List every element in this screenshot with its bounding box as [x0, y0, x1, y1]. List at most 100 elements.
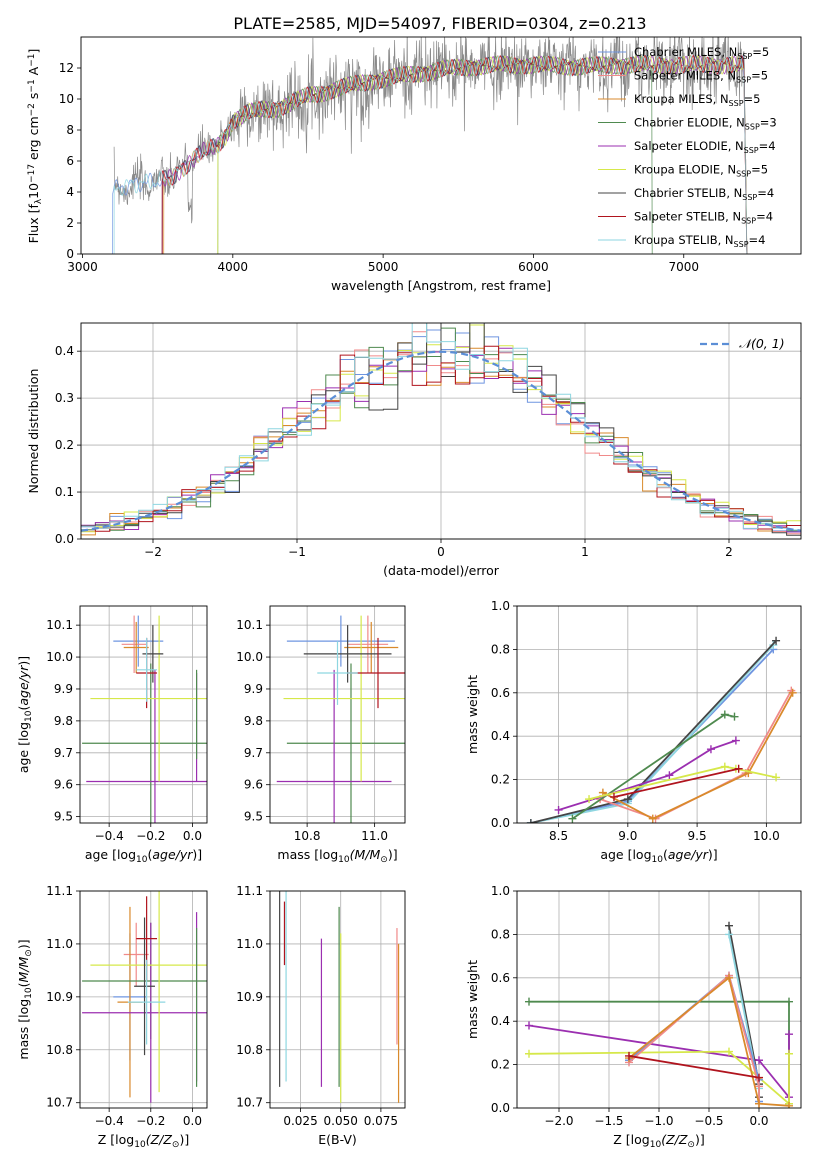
x-tick-label: 0.075: [364, 1114, 398, 1128]
y-tick-label: 12: [59, 61, 74, 75]
y-tick-label: 9.9: [54, 682, 73, 696]
x-tick-label: 0.0: [183, 1114, 202, 1128]
legend-entry: Salpeter MILES, NSSP=5: [634, 69, 768, 85]
y-axis-label-part: (: [16, 982, 31, 987]
axes-frame: [269, 605, 406, 824]
y-axis-label-part: )]: [16, 939, 31, 949]
x-tick-label: 2: [725, 545, 733, 559]
y-tick-label: 0.8: [491, 927, 510, 941]
x-axis-label: wavelength [Angstrom, rest frame]: [331, 278, 551, 293]
legend-text: Salpeter ELODIE, N: [634, 139, 744, 153]
y-axis-label-part: age [log: [16, 722, 31, 773]
legend-text: Chabrier STELIB, N: [634, 186, 742, 200]
x-tick-label: 10.0: [753, 829, 780, 843]
x-tick-label: 9.0: [618, 829, 637, 843]
y-tick-label: 10.8: [46, 1043, 73, 1057]
series-marker: [525, 1021, 533, 1030]
axes-frame: [79, 605, 208, 824]
legend-text: Salpeter STELIB, N: [634, 210, 741, 224]
y-tick-label: 9.8: [244, 714, 263, 728]
series-kroupa_stelib-line: [728, 934, 760, 1104]
series-marker: [720, 710, 729, 719]
x-tick-label: −0.2: [136, 829, 165, 843]
axes-massweight_vs_age: 8.5 9.0 9.5 10.0 0.0 0.2 0.4 0.6 0.8 1.0 age [log1…: [465, 599, 802, 865]
y-axis-label-part: erg cm: [26, 116, 41, 164]
x-axis-label-part: mass [log: [277, 847, 338, 862]
series-salpeter_miles-line: [628, 973, 760, 1104]
series-marker: [568, 814, 577, 823]
legend-text: Kroupa MILES, N: [634, 92, 729, 106]
y-tick-label: 10.0: [46, 650, 73, 664]
y-tick-label: 0.6: [491, 686, 510, 700]
series-chabrier_stelib-line: [530, 640, 777, 823]
legend-text: Kroupa ELODIE, N: [634, 163, 736, 177]
series-marker: [744, 769, 753, 778]
y-tick-label: 0.0: [491, 816, 510, 830]
x-axis-label-part: )]: [388, 847, 398, 862]
legend-eq: =5: [752, 45, 769, 59]
legend-sub: SSP: [734, 240, 749, 249]
axes-frame: [269, 890, 406, 1109]
legend-eq: =3: [760, 116, 777, 130]
x-tick-label: 4000: [218, 260, 249, 274]
x-axis-label-part: 10: [652, 855, 664, 865]
y-tick-label: 11.0: [236, 937, 263, 951]
model-kroupa_miles-line: [163, 54, 748, 254]
x-tick-label: 0.050: [324, 1114, 358, 1128]
x-axis-label-part: (: [663, 847, 668, 862]
x-axis-label-part: )]: [192, 847, 202, 862]
x-axis-label-part: (Z/Z: [661, 1132, 688, 1147]
x-axis-label-part: ⊙: [687, 1140, 695, 1150]
y-axis-label: age [log10(age/yr)]: [16, 656, 34, 773]
y-tick-label: 10.7: [46, 1096, 73, 1110]
y-tick-label: 0.6: [491, 971, 510, 985]
x-axis-label-part: 10: [650, 1140, 662, 1150]
legend-entry: Salpeter STELIB, NSSP=4: [634, 210, 773, 226]
y-tick-label: 10.1: [236, 618, 263, 632]
series-marker: [665, 771, 674, 780]
y-tick-label: 0.2: [55, 438, 74, 452]
x-tick-label: −2: [144, 545, 162, 559]
x-axis-label-part: (M/M: [350, 847, 381, 862]
x-axis-label-part: age [log: [600, 847, 651, 862]
series-marker: [755, 1082, 763, 1091]
legend-entry: Kroupa STELIB, NSSP=4: [634, 233, 765, 249]
x-axis-label-part: 10: [136, 855, 148, 865]
x-axis-label: age [log10(age/yr)]: [600, 847, 717, 865]
x-axis-label-part: Z [log: [613, 1132, 649, 1147]
x-axis-label: Z [log10(Z/Z⊙)]: [98, 1132, 189, 1150]
x-axis-label-part: (: [147, 847, 152, 862]
series-marker: [788, 688, 797, 697]
legend-eq: =5: [751, 163, 768, 177]
y-tick-label: 10.9: [46, 990, 73, 1004]
x-tick-label: 5000: [368, 260, 399, 274]
plot-area: [82, 891, 207, 1103]
series-marker: [585, 795, 594, 804]
x-axis-label-part: age/yr: [152, 847, 193, 862]
series-marker: [706, 745, 715, 754]
y-tick-label: 9.9: [244, 682, 263, 696]
y-axis-label-part: s: [26, 93, 41, 104]
y-axis-label-part: −1: [27, 54, 37, 67]
legend-entry: Chabrier STELIB, NSSP=4: [634, 186, 774, 202]
series-marker: [648, 814, 657, 823]
legend-sub: SSP: [737, 52, 752, 61]
series-marker: [554, 805, 563, 814]
x-axis-label: (data-model)/error: [383, 563, 500, 578]
plot-area: [82, 615, 207, 823]
series-marker: [720, 762, 729, 771]
x-tick-label: 0.025: [283, 1114, 317, 1128]
series-marker: [525, 997, 533, 1006]
y-tick-label: 1.0: [491, 599, 510, 613]
series-marker: [755, 1099, 763, 1108]
y-axis-label-part: −2: [27, 103, 37, 116]
series-marker: [785, 1101, 793, 1108]
series-kroupa_elodie-line: [588, 765, 777, 800]
hist-chabrier_stelib-step: [81, 323, 801, 536]
x-tick-label: −1.5: [594, 1114, 623, 1128]
y-tick-label: 9.6: [54, 778, 73, 792]
y-tick-label: 0.2: [491, 1058, 510, 1072]
y-tick-label: 0.2: [491, 773, 510, 787]
axes-frame: [80, 36, 802, 255]
x-axis-label-part: )]: [179, 1132, 189, 1147]
